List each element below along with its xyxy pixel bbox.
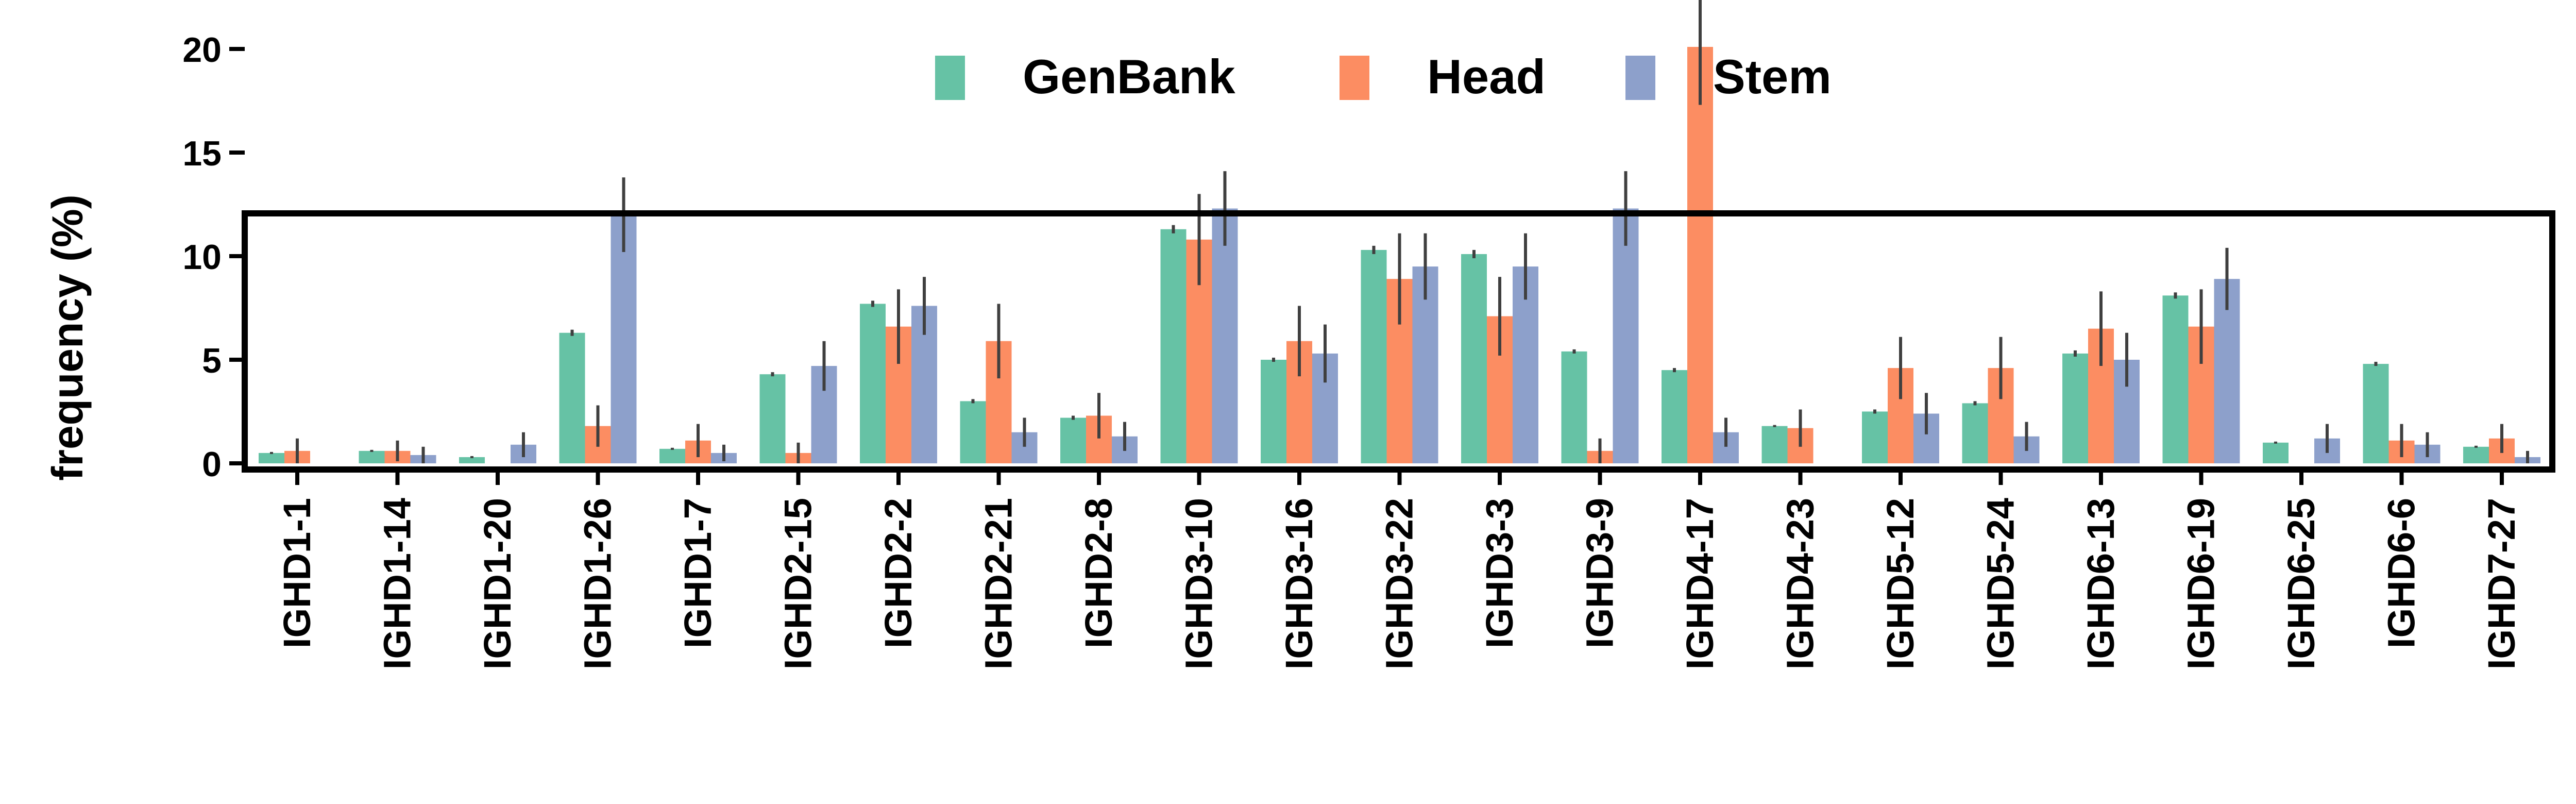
x-tick-label: IGHD3-3 bbox=[1478, 498, 1521, 648]
bar-genbank-IGHD3-10 bbox=[1160, 229, 1187, 463]
x-tick-label: IGHD1-20 bbox=[476, 498, 519, 669]
bar-genbank-IGHD3-3 bbox=[1461, 254, 1487, 463]
legend-swatch-head bbox=[1340, 56, 1369, 100]
x-tick-label: IGHD2-21 bbox=[977, 498, 1020, 669]
x-tick-label: IGHD3-9 bbox=[1579, 498, 1621, 648]
x-tick-label: IGHD1-1 bbox=[276, 498, 318, 648]
x-tick-label: IGHD2-8 bbox=[1077, 498, 1120, 648]
x-tick-label: IGHD6-19 bbox=[2180, 498, 2223, 669]
bar-genbank-IGHD6-25 bbox=[2263, 442, 2289, 463]
x-tick-label: IGHD6-13 bbox=[2079, 498, 2122, 669]
x-tick-label: IGHD4-17 bbox=[1679, 498, 1721, 669]
bar-genbank-IGHD6-13 bbox=[2062, 353, 2088, 463]
y-tick-label: 5 bbox=[202, 341, 222, 380]
bar-genbank-IGHD3-9 bbox=[1561, 351, 1587, 463]
bar-genbank-IGHD4-17 bbox=[1662, 370, 1687, 463]
y-tick-label: 15 bbox=[182, 134, 222, 173]
y-tick-label: 0 bbox=[202, 445, 222, 484]
bar-genbank-IGHD1-1 bbox=[259, 453, 284, 463]
legend: GenBank Head Stem bbox=[935, 49, 1832, 104]
legend-label-stem: Stem bbox=[1713, 49, 1832, 104]
bar-genbank-IGHD1-26 bbox=[559, 332, 585, 463]
x-tick-label: IGHD1-7 bbox=[676, 498, 719, 648]
bar-genbank-IGHD5-12 bbox=[1862, 411, 1888, 463]
legend-label-genbank: GenBank bbox=[1023, 49, 1235, 104]
y-axis: 0 5 10 15 20 bbox=[182, 30, 245, 484]
y-axis-label: frequency (%) bbox=[43, 194, 92, 480]
bar-genbank-IGHD3-16 bbox=[1261, 360, 1286, 463]
x-tick-label: IGHD3-16 bbox=[1278, 498, 1320, 669]
bar-genbank-IGHD1-14 bbox=[359, 450, 385, 463]
bar-genbank-IGHD1-7 bbox=[659, 448, 685, 463]
legend-swatch-stem bbox=[1625, 56, 1655, 100]
x-tick-label: IGHD2-15 bbox=[777, 498, 820, 669]
bar-genbank-IGHD3-22 bbox=[1361, 249, 1387, 463]
bar-genbank-IGHD6-19 bbox=[2162, 295, 2189, 463]
bar-head-IGHD4-17 bbox=[1687, 46, 1713, 464]
legend-label-head: Head bbox=[1427, 49, 1546, 104]
bar-genbank-IGHD1-20 bbox=[459, 457, 485, 463]
y-tick-label: 20 bbox=[182, 30, 222, 70]
bar-genbank-IGHD7-27 bbox=[2463, 446, 2489, 463]
bar-genbank-IGHD2-2 bbox=[860, 304, 886, 463]
x-tick-label: IGHD3-10 bbox=[1178, 498, 1221, 669]
legend-swatch-genbank bbox=[935, 56, 965, 100]
x-tick-label: IGHD5-24 bbox=[1979, 498, 2022, 669]
bar-genbank-IGHD5-24 bbox=[1962, 403, 1988, 463]
bar-genbank-IGHD2-21 bbox=[960, 401, 986, 463]
x-tick-label: IGHD2-2 bbox=[877, 498, 920, 648]
x-tick-label: IGHD6-25 bbox=[2280, 498, 2323, 669]
x-tick-label: IGHD5-12 bbox=[1879, 498, 1922, 669]
bar-genbank-IGHD4-23 bbox=[1761, 426, 1788, 463]
x-tick-label: IGHD6-6 bbox=[2380, 498, 2423, 648]
bar-genbank-IGHD2-8 bbox=[1060, 417, 1086, 463]
plot-area bbox=[259, 0, 2540, 464]
bar-genbank-IGHD2-15 bbox=[759, 374, 786, 463]
x-tick-label: IGHD1-14 bbox=[376, 498, 419, 669]
bar-stem-IGHD3-9 bbox=[1613, 208, 1639, 463]
y-tick-label: 10 bbox=[182, 238, 222, 277]
bar-genbank-IGHD6-6 bbox=[2363, 364, 2389, 463]
x-tick-label: IGHD7-27 bbox=[2480, 498, 2523, 669]
x-tick-label: IGHD1-26 bbox=[577, 498, 619, 669]
bar-stem-IGHD1-26 bbox=[611, 214, 637, 463]
x-tick-label: IGHD4-23 bbox=[1779, 498, 1822, 669]
x-tick-label: IGHD3-22 bbox=[1378, 498, 1421, 669]
bar-stem-IGHD3-10 bbox=[1212, 208, 1238, 463]
plot-frame bbox=[242, 210, 2555, 473]
x-axis: IGHD1-1 IGHD1-14 IGHD1-20 IGHD1-26 IGHD1-7 IG… bbox=[276, 470, 2523, 669]
